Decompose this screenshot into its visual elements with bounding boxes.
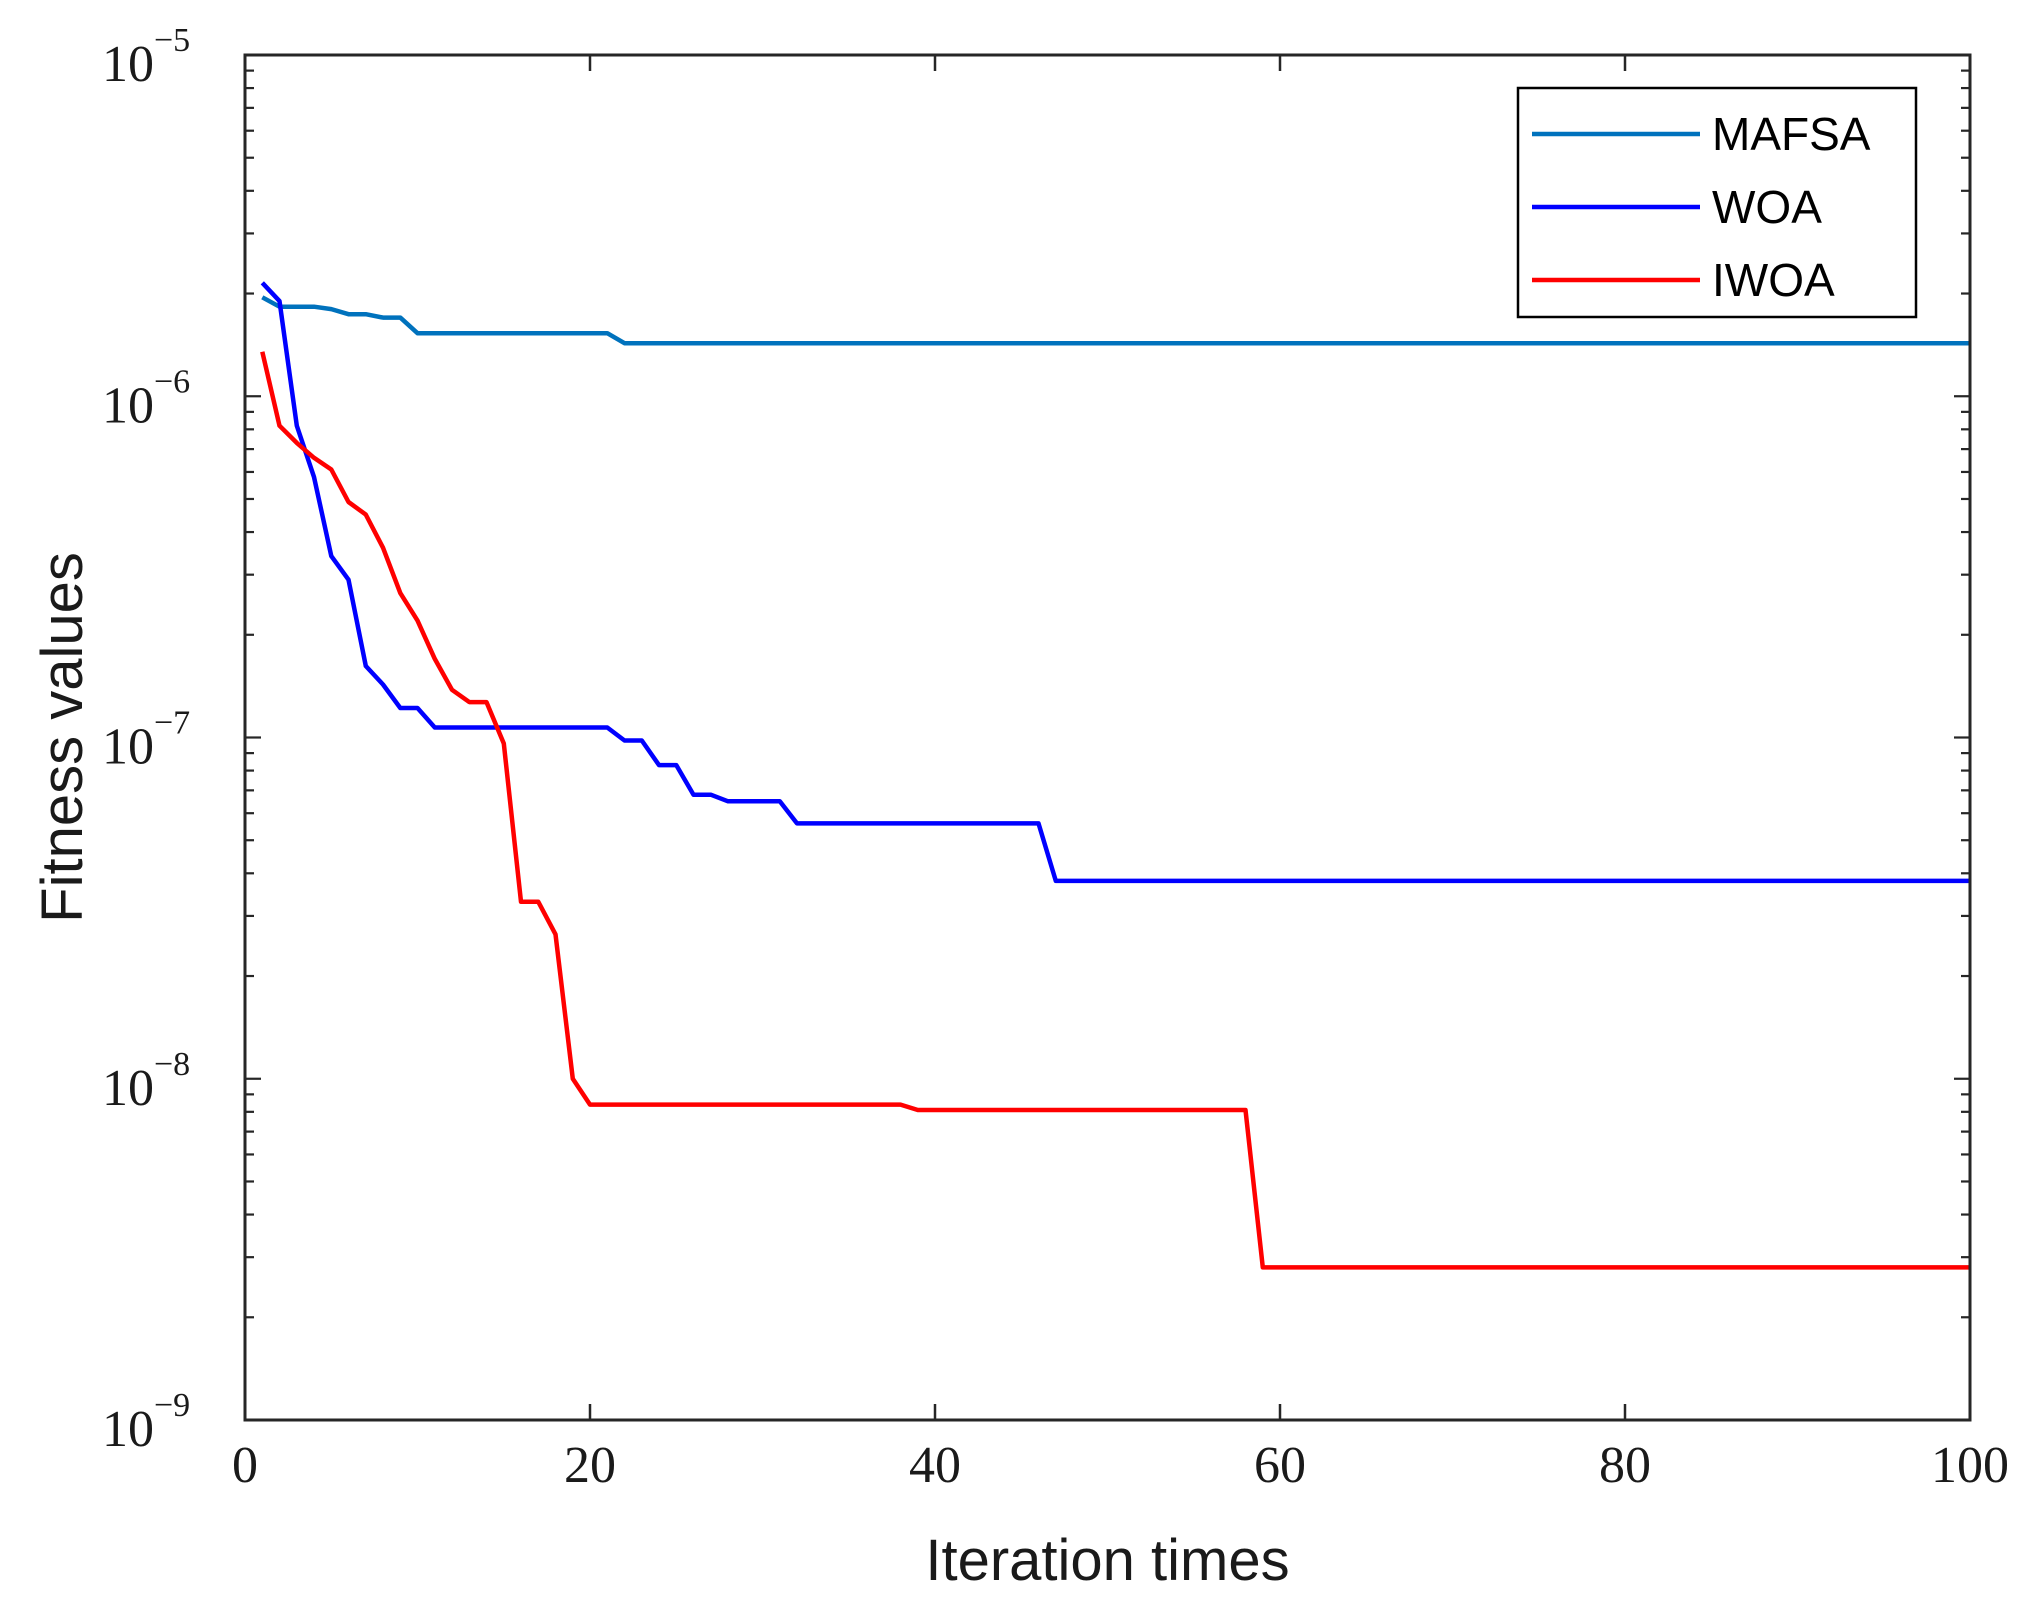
series-lines	[260, 281, 1970, 1270]
y-tick-exponent: −8	[154, 1046, 190, 1083]
y-tick-label: 10−7	[102, 705, 190, 776]
y-tick-label: 10−5	[102, 22, 190, 93]
legend-label-iwoa: IWOA	[1712, 254, 1835, 306]
x-tick-label: 60	[1254, 1437, 1306, 1494]
y-tick-exponent: −6	[154, 363, 190, 400]
x-tick-label: 80	[1599, 1437, 1651, 1494]
legend-label-woa: WOA	[1712, 181, 1822, 233]
y-tick-exponent: −7	[154, 705, 190, 742]
x-tick-label: 40	[909, 1437, 961, 1494]
x-tick-label: 100	[1931, 1437, 2009, 1494]
x-tick-label: 0	[232, 1437, 258, 1494]
series-line-mafsa	[261, 295, 1970, 346]
y-tick-labels: 10−9 10−8 10−7 10−6 10−5	[102, 22, 190, 1458]
y-axis-label: Fitness values	[30, 552, 95, 923]
legend-label-mafsa: MAFSA	[1712, 108, 1871, 160]
y-tick-label: 10−9	[102, 1387, 190, 1458]
y-tick-label: 10−6	[102, 363, 190, 434]
plot-frame	[243, 53, 1972, 1422]
x-axis-label: Iteration times	[925, 1528, 1289, 1593]
x-tick-label: 20	[564, 1437, 616, 1494]
y-tick-exponent: −5	[154, 22, 190, 59]
x-tick-labels: 0 20 40 60 80 100	[232, 1437, 2009, 1494]
y-tick-exponent: −9	[154, 1387, 190, 1424]
y-tick-label: 10−8	[102, 1046, 190, 1117]
legend: MAFSA WOA IWOA	[1516, 86, 1918, 319]
series-line-iwoa	[260, 351, 1970, 1270]
series-line-woa	[260, 281, 1970, 884]
